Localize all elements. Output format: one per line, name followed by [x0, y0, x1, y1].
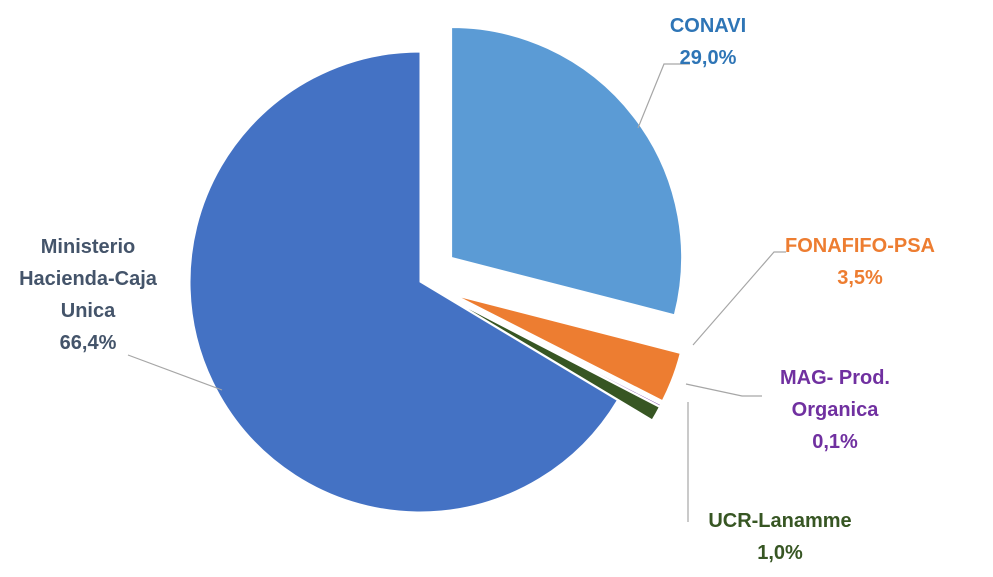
data-label: MAG- Prod. Organica 0,1%	[770, 362, 900, 458]
data-label: CONAVI 29,0%	[638, 10, 778, 74]
slice-name: Ministerio Hacienda-Caja Unica	[19, 236, 157, 322]
leader-line	[685, 383, 762, 397]
pie-slice	[455, 299, 662, 407]
pie-slice	[454, 301, 660, 421]
pie-slice	[457, 295, 681, 402]
data-label: Ministerio Hacienda-Caja Unica 66,4%	[8, 231, 168, 359]
slice-value: 29,0%	[679, 47, 737, 69]
data-label: FONAFIFO-PSA 3,5%	[760, 230, 960, 294]
leader-line	[692, 251, 786, 346]
leader-line	[127, 354, 223, 391]
slice-name: MAG- Prod. Organica	[780, 367, 890, 421]
data-label: UCR-Lanamme 1,0%	[680, 505, 880, 569]
slice-value: 1,0%	[757, 542, 803, 564]
slice-name: CONAVI	[669, 15, 747, 37]
slice-value: 66,4%	[59, 332, 117, 354]
slice-value: 3,5%	[837, 267, 883, 289]
slice-name: FONAFIFO-PSA	[785, 235, 935, 257]
slice-name: UCR-Lanamme	[708, 510, 852, 532]
slice-value: 0,1%	[812, 431, 858, 453]
pie-slice	[451, 26, 683, 316]
leader-line	[637, 63, 690, 129]
pie-slice	[189, 51, 618, 513]
